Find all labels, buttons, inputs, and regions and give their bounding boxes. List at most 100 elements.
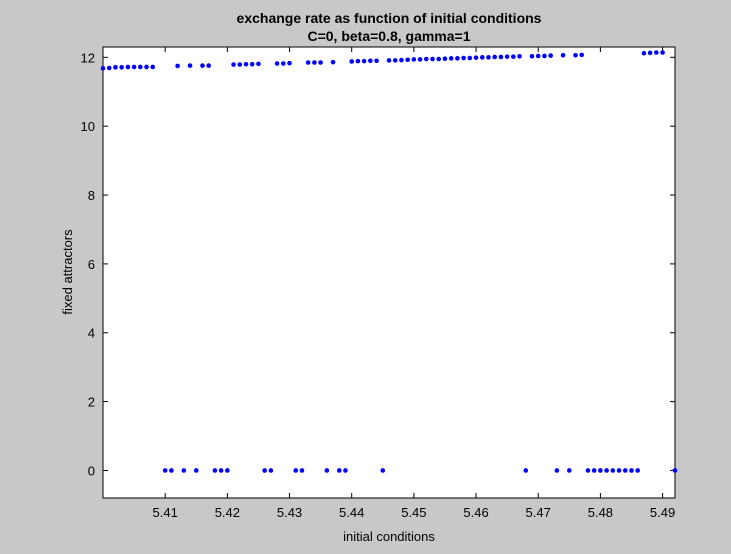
data-point bbox=[635, 468, 640, 473]
data-points bbox=[100, 50, 678, 473]
data-point bbox=[181, 468, 187, 473]
data-point bbox=[610, 468, 616, 473]
chart-title: exchange rate as function of initial con… bbox=[237, 10, 542, 26]
data-point bbox=[200, 63, 205, 68]
y-axis-label: fixed attractors bbox=[60, 229, 75, 315]
data-point bbox=[567, 468, 572, 473]
data-point bbox=[604, 468, 609, 473]
x-tick-label: 5.45 bbox=[401, 505, 426, 520]
data-point bbox=[405, 57, 410, 63]
data-point bbox=[641, 50, 647, 56]
data-point bbox=[529, 53, 535, 59]
data-point bbox=[616, 468, 622, 473]
axis-ticks: 5.41 5.42 5.43 5.44 5.45 5.46 5.47 5.48 5.49 0 2 4 6… bbox=[81, 47, 675, 520]
data-point bbox=[150, 64, 156, 70]
data-point bbox=[293, 468, 299, 473]
data-point bbox=[573, 52, 578, 58]
plot-area bbox=[102, 46, 676, 499]
data-point bbox=[355, 58, 361, 64]
data-point bbox=[225, 468, 230, 473]
data-point bbox=[448, 56, 454, 61]
data-point bbox=[442, 56, 448, 62]
data-point bbox=[206, 63, 211, 68]
data-point bbox=[455, 56, 460, 61]
x-tick-label: 5.46 bbox=[463, 505, 488, 520]
data-point bbox=[349, 59, 354, 64]
data-point bbox=[119, 65, 124, 70]
data-point bbox=[218, 468, 224, 473]
data-point bbox=[162, 468, 168, 473]
data-point bbox=[660, 50, 665, 55]
data-point bbox=[318, 60, 323, 65]
data-point bbox=[330, 59, 336, 65]
y-tick-label: 2 bbox=[88, 395, 95, 410]
x-tick-label: 5.43 bbox=[277, 505, 302, 520]
data-point bbox=[523, 468, 529, 473]
data-point bbox=[548, 53, 553, 58]
data-point bbox=[312, 60, 317, 65]
data-point bbox=[336, 468, 342, 473]
data-point bbox=[324, 468, 330, 473]
y-tick-label: 6 bbox=[88, 257, 95, 272]
x-tick-label: 5.49 bbox=[650, 505, 675, 520]
data-point bbox=[262, 468, 267, 473]
data-point bbox=[281, 61, 286, 66]
data-point bbox=[591, 468, 597, 473]
data-point bbox=[486, 55, 491, 60]
data-point bbox=[113, 65, 118, 70]
data-point bbox=[243, 61, 249, 67]
data-point bbox=[268, 468, 274, 473]
data-point bbox=[100, 66, 106, 71]
data-point bbox=[374, 58, 379, 64]
data-point bbox=[436, 56, 442, 62]
data-point bbox=[287, 60, 292, 66]
data-point bbox=[585, 468, 591, 473]
data-point bbox=[386, 58, 392, 63]
data-point bbox=[517, 53, 522, 59]
data-point bbox=[629, 468, 634, 473]
data-point bbox=[299, 468, 305, 473]
data-point bbox=[473, 55, 479, 60]
data-point bbox=[212, 468, 218, 473]
y-tick-label: 10 bbox=[81, 119, 95, 134]
y-tick-label: 0 bbox=[88, 463, 95, 478]
y-tick-label: 12 bbox=[81, 50, 95, 65]
data-point bbox=[274, 61, 280, 66]
data-point bbox=[424, 56, 429, 62]
data-point bbox=[504, 54, 510, 59]
data-point bbox=[231, 62, 236, 67]
data-point bbox=[138, 64, 143, 70]
data-point bbox=[237, 62, 243, 67]
data-point bbox=[417, 57, 423, 62]
data-point bbox=[511, 54, 516, 59]
data-point bbox=[361, 58, 367, 64]
data-point bbox=[411, 57, 417, 62]
data-point bbox=[249, 61, 255, 67]
data-point bbox=[169, 468, 174, 473]
data-point bbox=[430, 56, 435, 62]
x-tick-label: 5.47 bbox=[526, 505, 551, 520]
data-point bbox=[542, 53, 547, 59]
data-point bbox=[647, 50, 653, 56]
data-point bbox=[106, 65, 112, 71]
data-point bbox=[467, 55, 473, 61]
chart-subtitle: C=0, beta=0.8, gamma=1 bbox=[307, 28, 470, 44]
data-point bbox=[305, 60, 311, 65]
data-point bbox=[256, 61, 261, 67]
data-point bbox=[579, 52, 585, 58]
data-point bbox=[560, 52, 566, 58]
data-point bbox=[144, 64, 149, 70]
data-point bbox=[368, 58, 373, 64]
y-tick-label: 8 bbox=[88, 188, 95, 203]
data-point bbox=[193, 468, 199, 473]
data-point bbox=[622, 468, 628, 473]
data-point bbox=[461, 55, 466, 61]
x-tick-label: 5.44 bbox=[339, 505, 364, 520]
data-point bbox=[554, 468, 560, 473]
data-point bbox=[672, 468, 678, 473]
data-point bbox=[498, 54, 504, 60]
data-point bbox=[125, 64, 131, 70]
data-point bbox=[175, 63, 180, 69]
y-tick-label: 4 bbox=[88, 326, 95, 341]
